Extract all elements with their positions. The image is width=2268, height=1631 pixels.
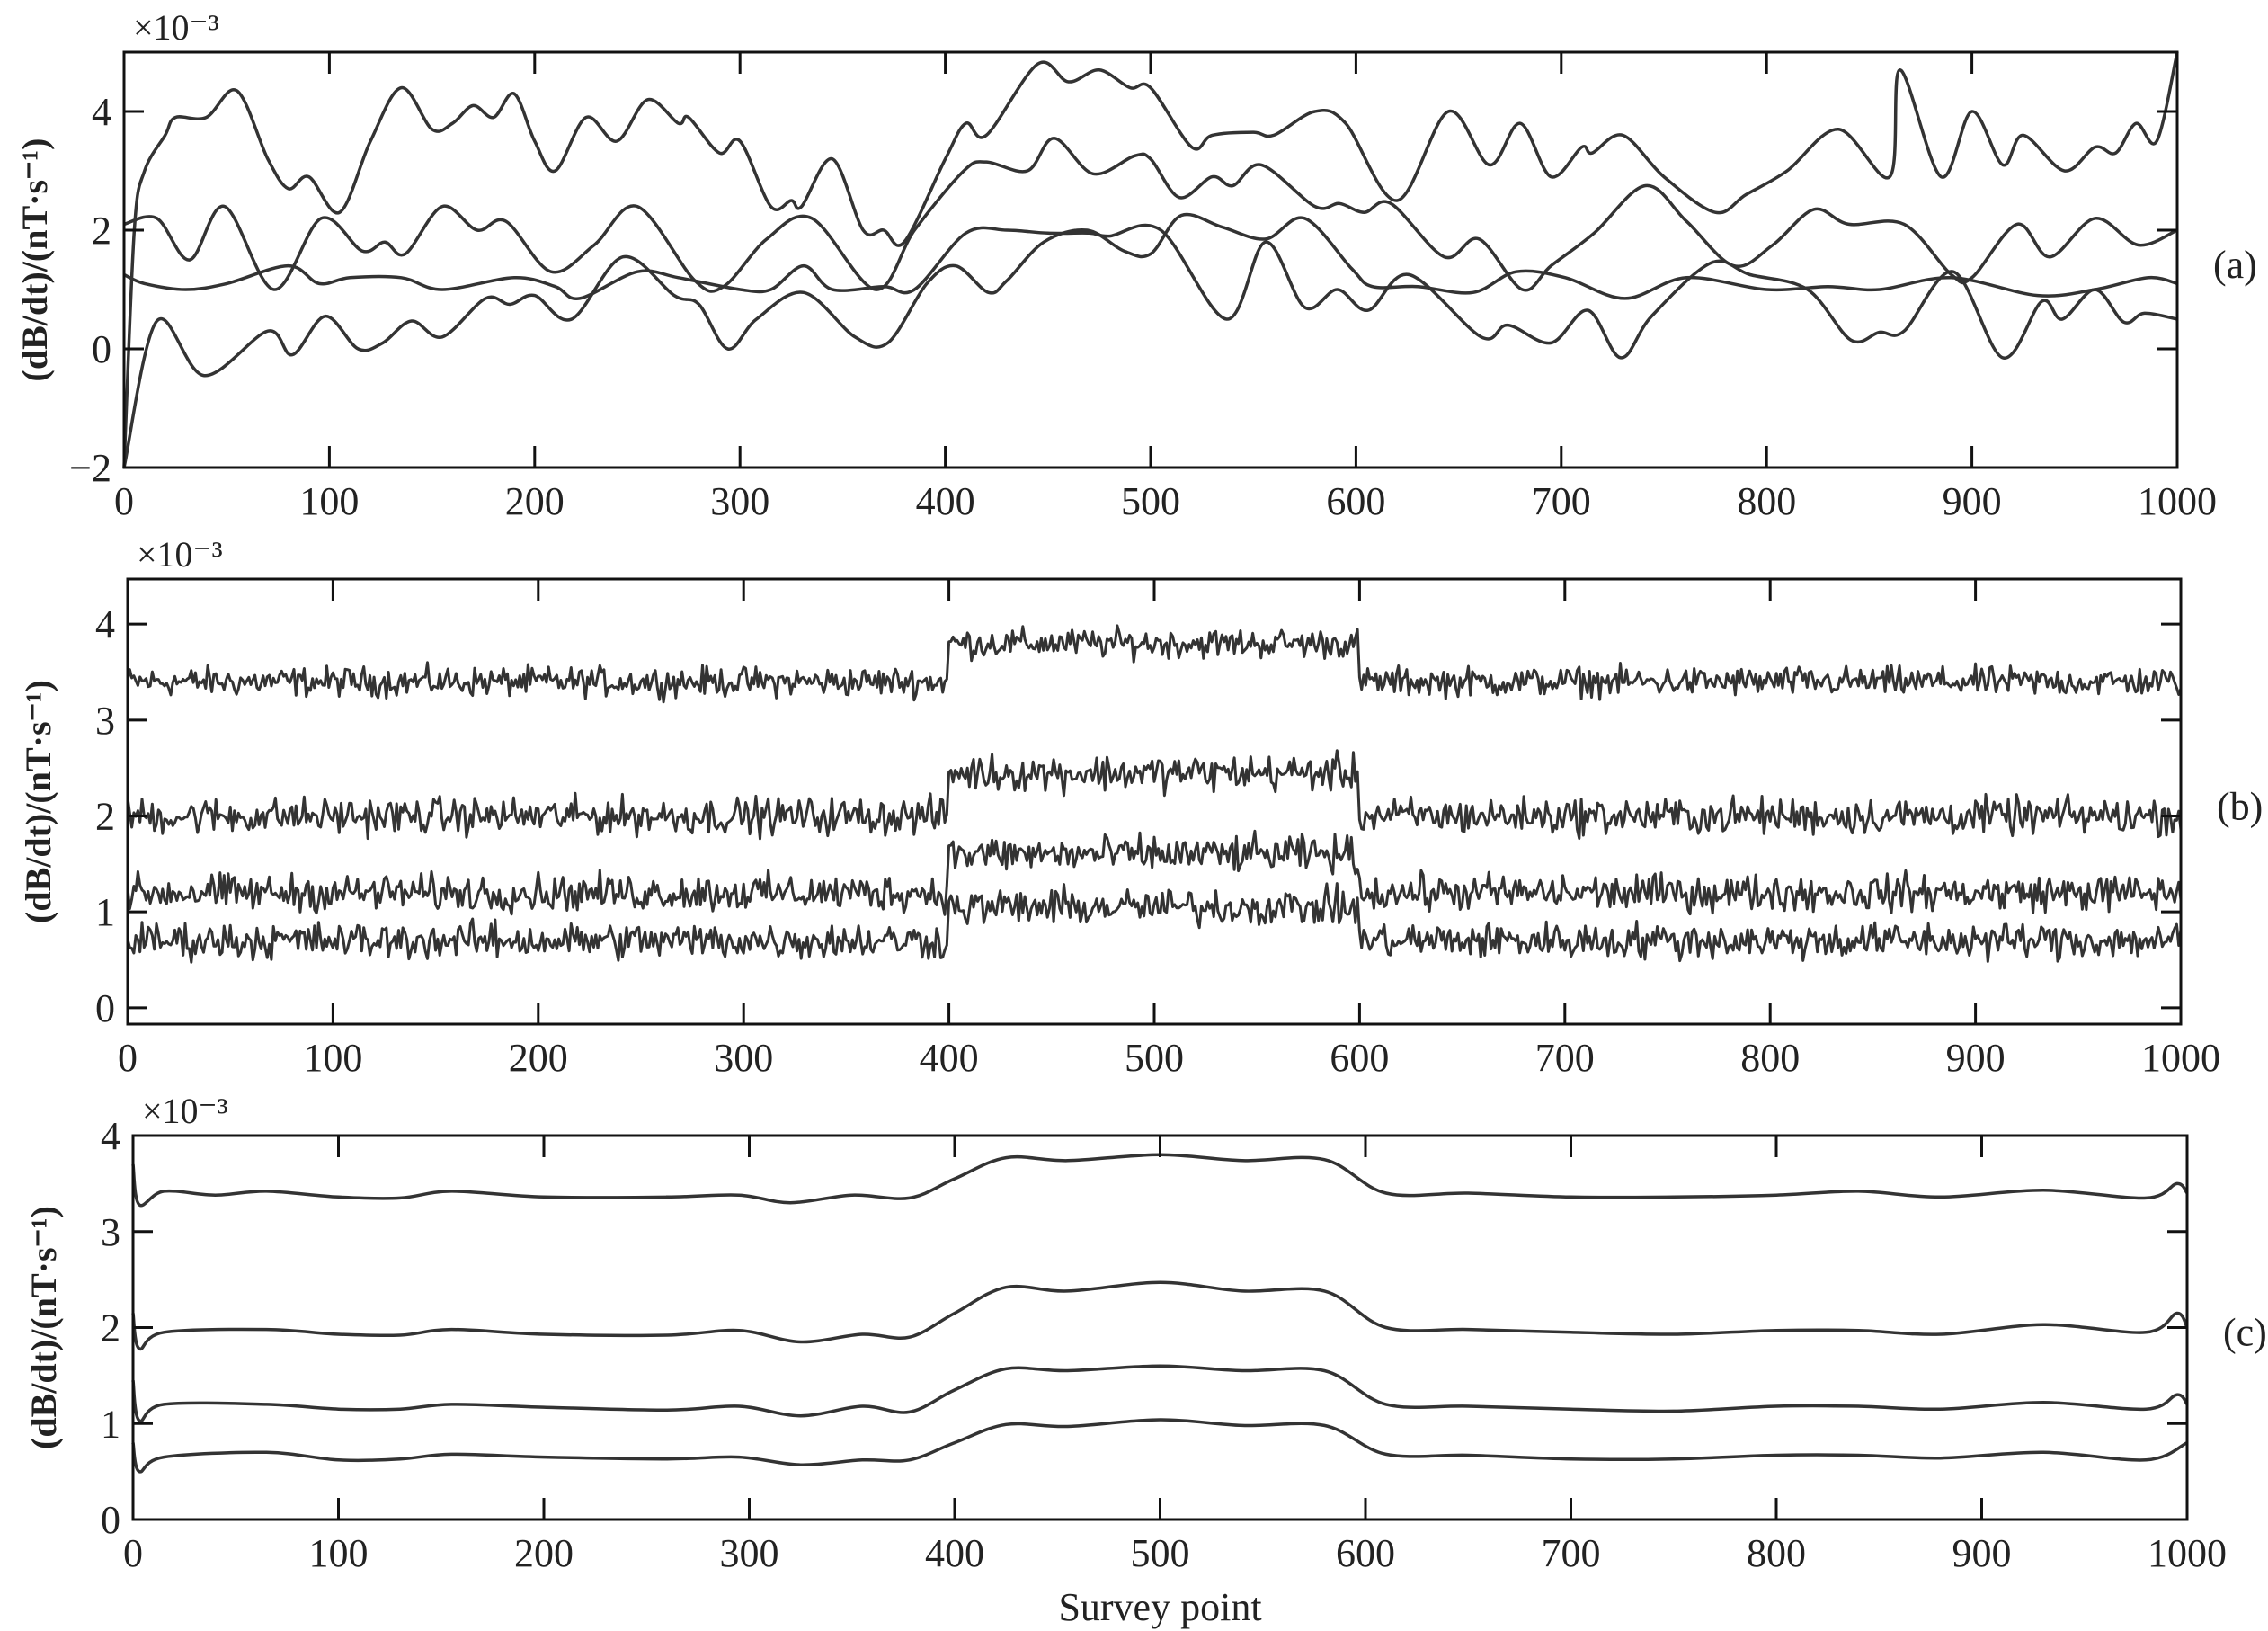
series-line-b-2 xyxy=(126,749,2183,841)
x-tick-label-c: 900 xyxy=(1952,1531,2012,1575)
x-tick-label-c: 700 xyxy=(1542,1531,1601,1575)
x-tick-label-a: 300 xyxy=(710,479,769,523)
y-tick-label-a: 0 xyxy=(92,327,111,371)
x-tick-label-c: 300 xyxy=(720,1531,779,1575)
y-axis-label-c: (dB/dt)/(nT·s⁻¹) xyxy=(23,1206,64,1449)
y-tick-label-b: 4 xyxy=(95,602,115,646)
series-line-a-1 xyxy=(122,51,2179,468)
y-tick-label-b: 0 xyxy=(95,986,115,1030)
y-tick-label-c: 2 xyxy=(101,1306,120,1350)
y-tick-label-c: 1 xyxy=(101,1402,120,1446)
x-tick-label-a: 100 xyxy=(299,479,359,523)
y-multiplier-a: ×10⁻³ xyxy=(133,7,219,48)
x-tick-label-b: 300 xyxy=(714,1036,773,1080)
series-line-a-3 xyxy=(122,212,2178,468)
x-tick-label-c: 1000 xyxy=(2148,1531,2227,1575)
y-tick-label-b: 2 xyxy=(95,795,115,839)
panel-label-b: (b) xyxy=(2217,785,2263,829)
series-line-c-2 xyxy=(131,1280,2189,1351)
x-tick-label-b: 900 xyxy=(1946,1036,2006,1080)
x-tick-label-c: 100 xyxy=(309,1531,369,1575)
panel-label-c: (c) xyxy=(2223,1311,2267,1355)
x-tick-label-c: 400 xyxy=(925,1531,984,1575)
series-group-a xyxy=(122,51,2179,468)
series-line-c-3 xyxy=(131,1364,2189,1423)
x-tick-label-b: 0 xyxy=(118,1036,138,1080)
series-group-b xyxy=(126,624,2183,964)
x-tick-label-a: 1000 xyxy=(2138,479,2217,523)
x-tick-label-b: 700 xyxy=(1535,1036,1595,1080)
x-tick-label-c: 600 xyxy=(1336,1531,1395,1575)
x-axis-label-c: Survey point xyxy=(1058,1585,1261,1629)
panel-a: 0 100 200 300 400 500 600 700 800 900 1000−2024×10… xyxy=(14,7,2257,523)
series-line-c-4 xyxy=(131,1418,2188,1474)
axes-frame-a xyxy=(122,50,2179,469)
x-tick-label-b: 600 xyxy=(1330,1036,1389,1080)
x-tick-label-a: 200 xyxy=(505,479,565,523)
y-axis-label-a: (dB/dt)/(nT·s⁻¹) xyxy=(14,138,55,382)
x-tick-label-c: 0 xyxy=(123,1531,143,1575)
x-tick-label-b: 400 xyxy=(920,1036,979,1080)
x-tick-label-b: 500 xyxy=(1125,1036,1184,1080)
series-line-b-3 xyxy=(126,829,2183,916)
x-tick-label-a: 400 xyxy=(916,479,975,523)
y-tick-label-c: 3 xyxy=(101,1210,120,1254)
y-tick-label-a: −2 xyxy=(69,446,111,490)
series-group-c xyxy=(131,1153,2189,1474)
y-tick-label-a: 2 xyxy=(92,209,111,253)
y-tick-label-a: 4 xyxy=(92,90,111,134)
x-tick-label-a: 800 xyxy=(1737,479,1796,523)
series-line-b-4 xyxy=(126,882,2183,964)
y-axis-label-b: (dB/dt)/(nT·s⁻¹) xyxy=(18,680,58,923)
series-line-b-1 xyxy=(126,624,2183,704)
x-tick-label-c: 500 xyxy=(1131,1531,1190,1575)
panel-b: 0 100 200 300 400 500 600 700 800 900 1000 0 1 2 3 4 ×10… xyxy=(18,534,2263,1080)
x-tick-label-a: 900 xyxy=(1943,479,2002,523)
x-tick-label-c: 200 xyxy=(514,1531,574,1575)
y-tick-label-c: 0 xyxy=(101,1498,120,1542)
x-tick-label-b: 200 xyxy=(509,1036,568,1080)
y-tick-label-b: 1 xyxy=(95,890,115,934)
x-tick-label-a: 0 xyxy=(114,479,134,523)
panel-c: 0 100 200 300 400 500 600 700 800 900 1000 0 1 2 3 4 ×10… xyxy=(23,1091,2267,1629)
x-tick-label-a: 500 xyxy=(1121,479,1180,523)
series-line-c-1 xyxy=(131,1153,2189,1208)
series-line-a-4 xyxy=(123,223,2178,360)
y-multiplier-b: ×10⁻³ xyxy=(137,534,223,575)
y-tick-label-c: 4 xyxy=(101,1114,120,1158)
panel-label-a: (a) xyxy=(2213,243,2257,287)
x-tick-label-a: 700 xyxy=(1532,479,1591,523)
y-tick-label-b: 3 xyxy=(95,699,115,743)
y-multiplier-c: ×10⁻³ xyxy=(142,1091,228,1131)
series-line-a-2 xyxy=(123,136,2178,293)
x-tick-label-c: 800 xyxy=(1747,1531,1806,1575)
x-tick-label-b: 800 xyxy=(1740,1036,1800,1080)
x-tick-label-b: 1000 xyxy=(2141,1036,2220,1080)
x-tick-label-a: 600 xyxy=(1326,479,1385,523)
x-tick-label-b: 100 xyxy=(303,1036,362,1080)
